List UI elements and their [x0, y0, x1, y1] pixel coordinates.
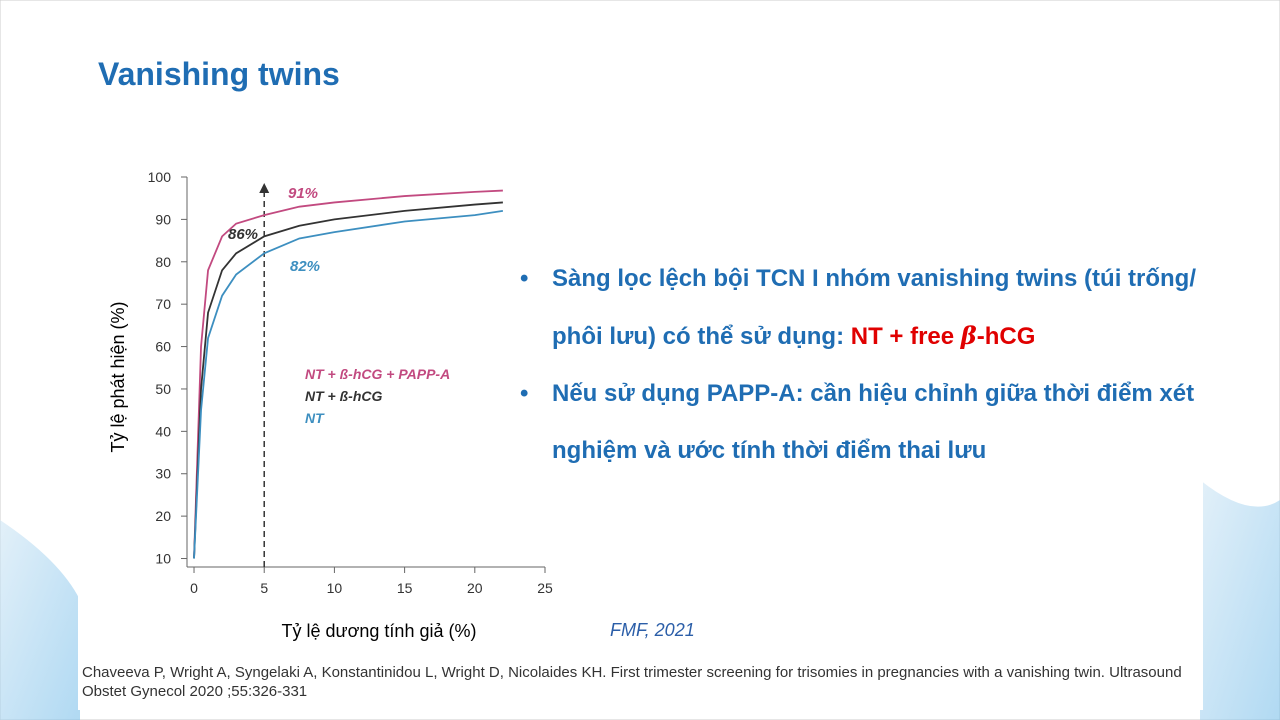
bullet-text: Nếu sử dụng PAPP-A: cần hiệu chỉnh giữa … [552, 380, 1195, 464]
x-tick-label: 10 [327, 580, 343, 596]
bullet-text: Sàng lọc lệch bội TCN I nhóm vanishing t… [552, 265, 1197, 350]
legend-entry: NT + ß-hCG + PAPP-A [305, 366, 450, 382]
slide-title: Vanishing twins [98, 56, 340, 92]
x-tick-label: 0 [190, 580, 198, 596]
bullet-list: Sàng lọc lệch bội TCN I nhóm vanishing t… [520, 250, 1210, 479]
legend-entry: NT [305, 410, 325, 426]
y-axis-label: Tỷ lệ phát hiện (%) [108, 301, 128, 452]
wave [1200, 480, 1280, 720]
series-line [193, 189, 503, 559]
bullet: Sàng lọc lệch bội TCN I nhóm vanishing t… [520, 250, 1210, 365]
chart: 10 20 30 40 50 60 70 80 90 100 0 5 10 15 20 25 Tỷ lệ phá… [108, 169, 553, 641]
y-tick-label: 20 [155, 508, 171, 524]
bullet: Nếu sử dụng PAPP-A: cần hiệu chỉnh giữa … [520, 365, 1210, 479]
bullet-highlight: -hCG [976, 323, 1036, 350]
y-tick-label: 80 [155, 254, 171, 270]
x-tick-label: 20 [467, 580, 483, 596]
y-tick-label: 10 [155, 551, 171, 567]
bullet-highlight: NT + free [850, 323, 961, 350]
y-tick-label: 30 [155, 466, 171, 482]
annotation: 82% [290, 258, 320, 275]
reference-arrow [259, 183, 270, 193]
citation: Chaveeva P, Wright A, Syngelaki A, Konst… [82, 664, 1182, 700]
series-line [193, 201, 503, 559]
bullet-symbol: β [960, 321, 977, 350]
y-tick-label: 50 [155, 381, 171, 397]
y-tick-label: 100 [148, 169, 172, 185]
x-tick-label: 25 [537, 580, 553, 596]
x-tick-label: 5 [260, 580, 268, 596]
y-tick-label: 70 [155, 296, 171, 312]
y-tick-label: 40 [155, 423, 171, 439]
series-line [193, 210, 504, 559]
x-axis-label: Tỷ lệ dương tính giả (%) [282, 621, 477, 641]
annotation: 86% [228, 226, 258, 243]
y-tick-label: 60 [155, 339, 171, 355]
y-tick-label: 90 [155, 211, 171, 227]
wave [0, 520, 80, 720]
annotation: 91% [288, 185, 318, 202]
source: FMF, 2021 [610, 620, 695, 640]
x-tick-label: 15 [397, 580, 413, 596]
legend-entry: NT + ß-hCG [305, 388, 382, 404]
